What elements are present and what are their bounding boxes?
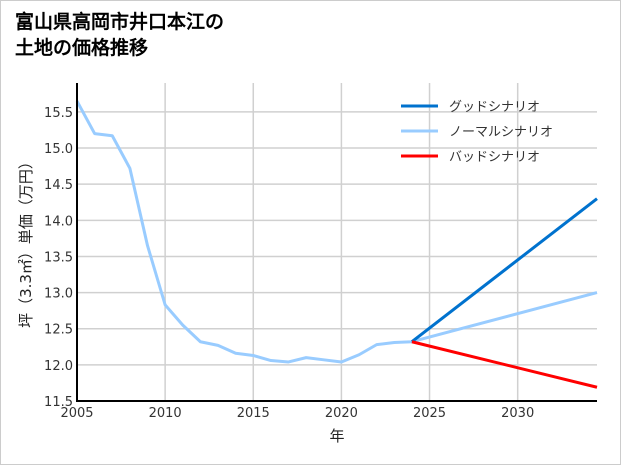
y-tick-label: 13.0 (44, 287, 73, 302)
chart-title-line-2: 土地の価格推移 (15, 37, 149, 59)
chart-title-line-1: 富山県高岡市井口本江の (15, 11, 225, 33)
y-tick-label: 14.5 (44, 178, 73, 193)
x-tick-label: 2025 (413, 406, 446, 421)
y-tick-label: 11.5 (44, 395, 73, 410)
series-lines (75, 100, 598, 389)
legend-label: グッドシナリオ (449, 100, 540, 115)
y-tick-label: 15.5 (44, 106, 73, 121)
x-axis-label: 年 (329, 427, 344, 445)
x-tick-label: 2030 (501, 406, 534, 421)
x-tick-label: 2005 (60, 406, 93, 421)
legend-label: ノーマルシナリオ (449, 125, 553, 140)
x-tick-label: 2020 (325, 406, 358, 421)
chart-title: 富山県高岡市井口本江の 土地の価格推移 (15, 9, 224, 61)
y-tick-label: 12.5 (44, 323, 73, 338)
y-tick-label: 12.0 (44, 359, 73, 374)
y-tick-label: 14.0 (44, 214, 73, 229)
y-tick-label: 15.0 (44, 142, 73, 157)
legend-label: バッドシナリオ (449, 150, 540, 165)
y-tick-label: 13.5 (44, 250, 73, 265)
series-line-1 (75, 100, 598, 364)
tick-labels: 2005 2010 2015 2020 2025 2030 11.5 12.0 12.5 13.0… (44, 106, 534, 421)
y-axis-label: 坪（3.3㎡）単価（万円） (17, 154, 35, 328)
series-line-0 (410, 197, 598, 343)
x-tick-label: 2015 (237, 406, 270, 421)
series-line-2 (411, 340, 598, 389)
x-tick-label: 2010 (149, 406, 182, 421)
